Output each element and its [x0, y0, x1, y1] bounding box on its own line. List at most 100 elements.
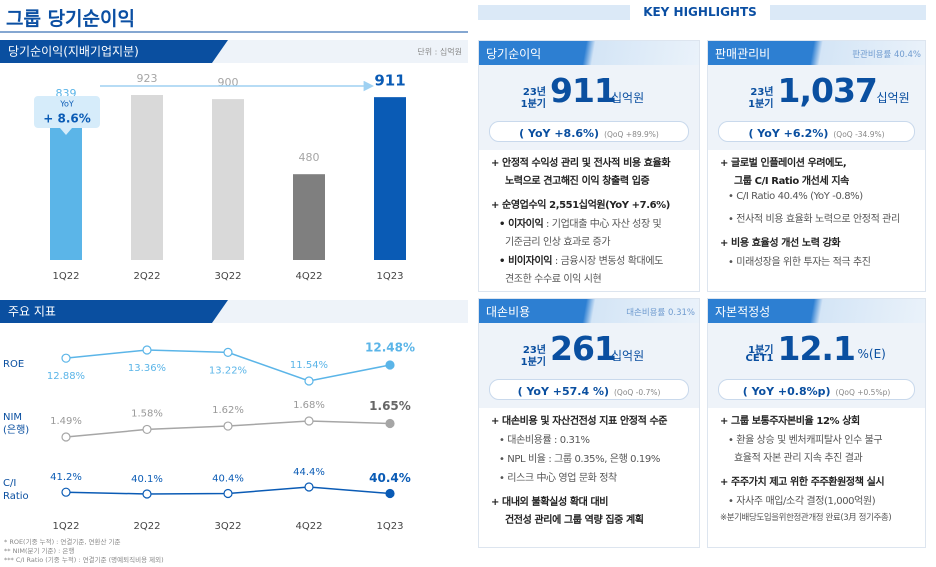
- period: 1분기: [520, 357, 546, 368]
- bullet-line: + 대손비용 및 자산건전성 지표 안정적 수준: [491, 416, 668, 427]
- x-tick-label: 2Q22: [134, 521, 161, 532]
- series-point: [142, 424, 152, 435]
- qoq: (QoQ -0.7%): [614, 388, 661, 397]
- footnote: ** NIM(분기 기준) : 은행: [4, 546, 74, 555]
- bullet-line: ※분기배당도입을위한정관개정 완료(3月 정기주총): [720, 513, 892, 523]
- series-name: NIM (은행): [3, 412, 30, 436]
- bullet-line: • 대손비용률 : 0.31%: [499, 435, 590, 446]
- value-label: 12.88%: [47, 371, 85, 382]
- series-point: [142, 345, 152, 355]
- bullet-text: : 금융시장 변동성 확대에도: [552, 256, 664, 267]
- period: 1분기: [520, 99, 546, 110]
- series-point: [385, 360, 395, 370]
- panel-title: 대손비용: [486, 305, 531, 319]
- value-label: 40.1%: [131, 474, 163, 485]
- series-point: [223, 421, 233, 431]
- value-label: 1.65%: [369, 399, 411, 413]
- yoy-pill: ( YoY +8.6%) (QoQ +89.9%): [489, 121, 689, 142]
- panel-note: 대손비용률 0.31%: [626, 308, 695, 318]
- bullet-label: • 이자이익: [499, 219, 544, 230]
- series-point: [223, 347, 233, 357]
- value-label: 1.58%: [131, 408, 163, 419]
- qoq: (QoQ +0.5%p): [835, 388, 891, 397]
- series-point: [223, 488, 233, 499]
- series-point: [304, 482, 314, 492]
- x-tick-label: 1Q22: [53, 271, 80, 282]
- series-point: [61, 432, 71, 442]
- value-label: 480: [299, 151, 320, 164]
- period: 1분기: [748, 99, 774, 110]
- x-tick-label: 1Q23: [377, 271, 404, 282]
- bullet-line: + 주주가치 제고 위한 주주환원정책 실시: [720, 477, 885, 488]
- value-label: 11.54%: [290, 360, 328, 371]
- x-tick-label: 2Q22: [134, 271, 161, 282]
- header-band: [0, 40, 228, 63]
- unit: %(E): [857, 347, 886, 361]
- value-label: 13.22%: [209, 365, 247, 376]
- yoy-label: YoY: [59, 100, 74, 109]
- bullet-line: • NPL 비율 : 그룹 0.35%, 은행 0.19%: [499, 454, 660, 465]
- value-label: 12.48%: [365, 340, 415, 354]
- highlights-title: KEY HIGHLIGHTS: [630, 3, 770, 22]
- series-name: ROE: [3, 359, 25, 370]
- period: 23년: [522, 345, 546, 356]
- yoy: ( YoY +6.2%): [748, 127, 829, 140]
- bullet-line: + 글로벌 인플레이션 우려에도,: [720, 158, 847, 169]
- bar-chart-title: 당기순이익(지배기업지분): [8, 45, 139, 59]
- bullet-line: + 그룹 보통주자본비율 12% 상회: [720, 416, 860, 427]
- x-tick-label: 1Q23: [377, 521, 404, 532]
- value-label: 13.36%: [128, 363, 166, 374]
- bullet-line: • C/I Ratio 40.4% (YoY -0.8%): [728, 191, 863, 202]
- bullet-label: • 비이자이익: [499, 256, 553, 267]
- bar: [131, 95, 163, 260]
- header-band: [0, 300, 228, 323]
- x-tick-label: 4Q22: [296, 271, 323, 282]
- series-point: [304, 416, 314, 426]
- highlight-panel: 대손비용 대손비용률 0.31% 23년 1분기 261 십억원 ( YoY +57.4 %…: [478, 298, 700, 548]
- footnote: *** C/I Ratio (기중 누적) : 연결기준 (명예퇴직비용 제외): [4, 555, 164, 564]
- bar: [212, 99, 244, 260]
- value-label: 40.4%: [212, 474, 244, 485]
- period: CET1: [745, 353, 774, 364]
- bullet-text: : 기업대출 中心 자산 성장 및: [543, 219, 662, 230]
- bullet-line: 건전성 관리에 그룹 역량 집중 계획: [505, 515, 644, 526]
- value-label: 1.49%: [50, 416, 82, 427]
- yoy: ( YoY +8.6%): [519, 127, 600, 140]
- panel-header: 당기순이익: [479, 41, 699, 65]
- page-title: 그룹 당기순이익: [6, 8, 135, 30]
- bullet-line: 기준금리 인상 효과로 증가: [505, 237, 611, 248]
- bullet-line: • 환율 상승 및 벤처캐피탈사 인수 불구: [728, 435, 883, 446]
- series-point: [304, 376, 314, 386]
- value-label: 1.68%: [293, 400, 325, 411]
- bar: [50, 110, 82, 260]
- main-value: 1,037: [777, 71, 878, 110]
- bullet-line: 노력으로 견고해진 이익 창출력 입증: [505, 176, 650, 187]
- yoy-value: + 8.6%: [43, 112, 91, 126]
- bullet-line: • 전사적 비용 효율화 노력으로 안정적 관리: [728, 214, 900, 225]
- highlight-panel: 당기순이익 23년 1분기 911 십억원 ( YoY +8.6%) (QoQ +89.9%…: [478, 40, 700, 292]
- value-label: 40.4%: [369, 471, 411, 485]
- value-label: 911: [374, 72, 405, 90]
- highlight-panel: 판매관리비 판관비용률 40.4% 23년 1분기 1,037 십억원 ( YoY +6.2…: [707, 40, 926, 292]
- yoy-bubble: [34, 96, 100, 135]
- yoy-pill: ( YoY +6.2%) (QoQ -34.9%): [718, 121, 915, 142]
- bar: [374, 97, 406, 261]
- value-label: 900: [218, 76, 239, 89]
- footnote: * ROE(기중 누적) : 연결기준, 연환산 기준: [4, 537, 120, 546]
- panel-title: 판매관리비: [715, 47, 771, 61]
- panel-title: 당기순이익: [486, 47, 542, 61]
- x-tick-label: 3Q22: [215, 271, 242, 282]
- main-value: 911: [550, 71, 617, 110]
- series-point: [385, 418, 395, 429]
- bullet-line: + 대내외 불확실성 확대 대비: [491, 497, 609, 508]
- qoq: (QoQ -34.9%): [833, 130, 885, 139]
- unit-note: 단위 : 십억원: [417, 47, 462, 57]
- x-tick-label: 3Q22: [215, 521, 242, 532]
- yoy-pill: ( YoY +57.4 %) (QoQ -0.7%): [489, 379, 689, 400]
- unit: 십억원: [611, 91, 645, 105]
- panel-title: 자본적정성: [715, 305, 771, 319]
- bullet-line: • 리스크 中心 영업 문화 정착: [499, 473, 617, 484]
- value-label: 41.2%: [50, 472, 82, 483]
- main-value: 261: [550, 329, 617, 368]
- unit: 십억원: [876, 91, 910, 105]
